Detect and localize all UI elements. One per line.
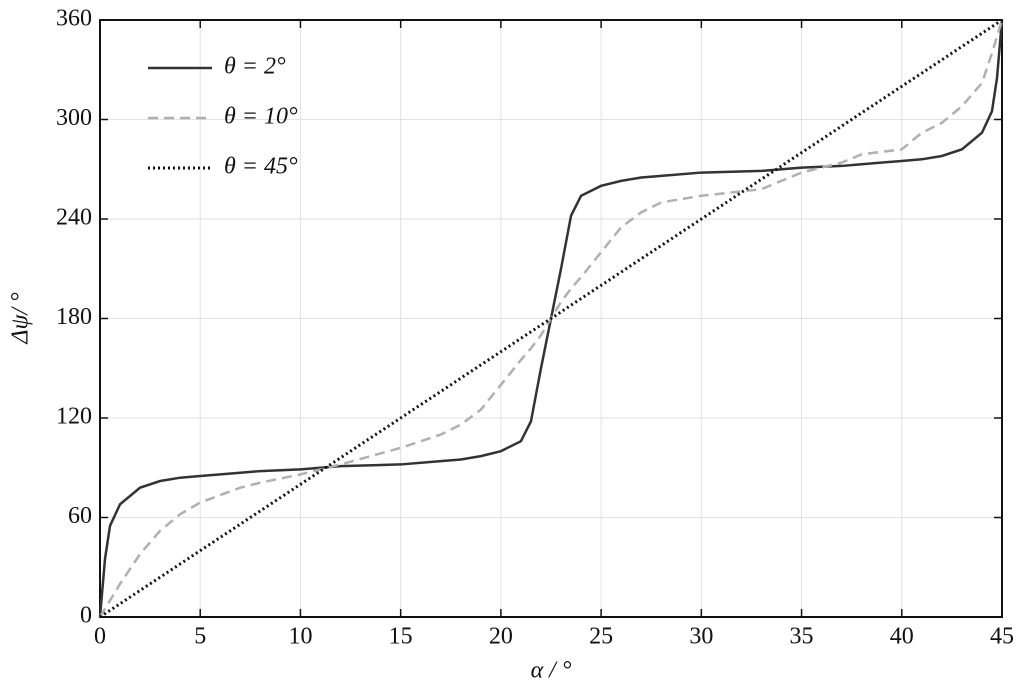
y-tick-label: 360 — [56, 6, 92, 32]
y-tick-label: 240 — [56, 205, 92, 231]
x-tick-label: 10 — [288, 624, 312, 650]
legend-label: θ = 10° — [224, 104, 298, 130]
series-line — [99, 18, 1003, 619]
y-tick-label: 120 — [56, 404, 92, 430]
y-axis-label: Δψ/ ° — [8, 292, 34, 345]
x-tick-label: 30 — [689, 624, 713, 650]
x-tick-label: 5 — [194, 624, 206, 650]
y-tick-label: 60 — [68, 503, 92, 529]
y-tick-label: 0 — [80, 603, 92, 629]
x-tick-label: 15 — [389, 624, 413, 650]
plot-frame — [99, 19, 1003, 618]
x-tick-label: 40 — [890, 624, 914, 650]
legend-label: θ = 45° — [224, 154, 298, 180]
y-tick-label: 180 — [56, 304, 92, 330]
x-tick-label: 0 — [94, 624, 106, 650]
x-tick-label: 45 — [990, 624, 1014, 650]
x-tick-label: 35 — [790, 624, 814, 650]
y-tick-label: 300 — [56, 105, 92, 131]
x-tick-label: 25 — [589, 624, 613, 650]
legend-label: θ = 2° — [224, 54, 286, 80]
x-tick-label: 20 — [489, 624, 513, 650]
x-axis-label: α / ° — [531, 658, 572, 684]
